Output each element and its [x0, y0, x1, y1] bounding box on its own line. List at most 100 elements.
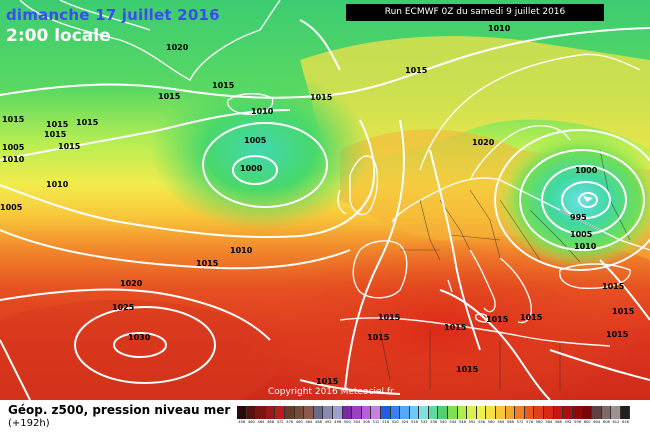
legend-tick-label: 524 — [401, 420, 409, 424]
legend-swatch — [467, 406, 477, 419]
svg-text:1015: 1015 — [456, 365, 479, 374]
legend-swatch — [448, 406, 458, 419]
svg-text:1015: 1015 — [58, 142, 81, 151]
legend-tick-label: 520 — [391, 420, 399, 424]
svg-text:1000: 1000 — [240, 164, 263, 173]
legend-swatch — [553, 406, 564, 419]
svg-text:1015: 1015 — [44, 130, 67, 139]
forecast-date: dimanche 17 juillet 2016 — [6, 6, 220, 24]
svg-text:1015: 1015 — [612, 307, 635, 316]
svg-text:1015: 1015 — [158, 92, 181, 101]
legend-swatch — [246, 406, 257, 419]
legend-tick-label: 592 — [564, 420, 572, 424]
svg-text:1020: 1020 — [166, 43, 189, 52]
legend-swatch — [342, 406, 353, 419]
legend-swatch — [476, 406, 487, 419]
svg-text:1015: 1015 — [606, 330, 629, 339]
legend-swatch — [582, 406, 592, 419]
legend-swatch — [371, 406, 381, 419]
svg-text:1015: 1015 — [405, 66, 428, 75]
legend-swatch — [390, 406, 401, 419]
svg-text:1015: 1015 — [46, 120, 69, 129]
legend-tick-label: 540 — [439, 420, 447, 424]
svg-text:1010: 1010 — [230, 246, 253, 255]
copyright-text: Copyright 2016 Meteociel.fr — [268, 387, 394, 397]
field-title: Géop. z500, pression niveau mer — [8, 403, 231, 417]
svg-text:1005: 1005 — [570, 230, 593, 239]
legend-tick-label: 468 — [267, 420, 274, 424]
legend-tick-label: 616 — [622, 420, 629, 424]
legend-tick-label: 500 — [343, 420, 351, 424]
svg-text:1000: 1000 — [575, 166, 598, 175]
legend-tick-label: 496 — [334, 420, 342, 424]
svg-text:1005: 1005 — [244, 136, 267, 145]
legend-tick-label: 492 — [324, 420, 332, 424]
legend-swatch — [284, 406, 295, 419]
svg-text:1015: 1015 — [486, 315, 509, 324]
legend-tick-label: 516 — [382, 420, 390, 424]
legend-swatch — [332, 406, 343, 419]
legend-tick-label: 528 — [411, 420, 418, 424]
legend-tick-label: 512 — [372, 420, 380, 424]
legend-swatch — [304, 406, 314, 419]
legend-swatch — [428, 406, 439, 419]
svg-text:1015: 1015 — [2, 115, 25, 124]
legend-swatch — [419, 406, 429, 419]
legend-swatch — [563, 406, 573, 419]
svg-text:1015: 1015 — [444, 323, 467, 332]
legend-swatch — [265, 406, 276, 419]
svg-text:1025: 1025 — [112, 303, 135, 312]
svg-text:1005: 1005 — [0, 203, 23, 212]
legend-tick-label: 552 — [468, 420, 476, 424]
legend-tick-label: 568 — [506, 420, 514, 424]
svg-text:1015: 1015 — [367, 333, 390, 342]
legend-swatch — [323, 406, 333, 419]
legend-tick-label: 588 — [554, 420, 562, 424]
legend-swatch — [601, 406, 612, 419]
legend-swatch — [237, 406, 247, 419]
legend-tick-label: 556 — [478, 420, 486, 424]
legend-tick-label: 456 — [238, 420, 246, 424]
legend-tick-label: 488 — [315, 420, 322, 424]
legend-tick-label: 536 — [430, 420, 438, 424]
svg-text:1015: 1015 — [76, 118, 99, 127]
legend-tick-label: 544 — [449, 420, 457, 424]
legend-swatch — [457, 406, 468, 419]
weather-map: 1010 1020 1015 1015 1015 1015 1015 1015 … — [0, 0, 650, 400]
legend-tick-label: 460 — [247, 420, 255, 424]
svg-text:1020: 1020 — [472, 138, 495, 147]
legend-swatch — [486, 406, 497, 419]
legend-swatch — [591, 406, 602, 419]
legend-tick-label: 532 — [420, 420, 428, 424]
legend-swatch — [572, 406, 583, 419]
svg-text:995: 995 — [570, 213, 587, 222]
legend-tick-label: 612 — [612, 420, 620, 424]
svg-text:1015: 1015 — [602, 282, 625, 291]
legend-swatch — [313, 406, 324, 419]
legend-swatch — [544, 406, 554, 419]
svg-text:1010: 1010 — [574, 242, 597, 251]
legend-tick-label: 580 — [535, 420, 543, 424]
svg-text:1015: 1015 — [212, 81, 235, 90]
legend-swatch — [438, 406, 449, 419]
svg-text:1015: 1015 — [378, 313, 401, 322]
legend-tick-label: 472 — [276, 420, 284, 424]
svg-text:1030: 1030 — [128, 333, 151, 342]
legend-tick-label: 476 — [286, 420, 294, 424]
legend-swatch — [496, 406, 506, 419]
legend-tick-label: 464 — [257, 420, 265, 424]
legend-swatch — [361, 406, 372, 419]
svg-text:1010: 1010 — [488, 24, 511, 33]
legend-swatch — [515, 406, 525, 419]
svg-text:1015: 1015 — [196, 259, 219, 268]
legend-tick-label: 584 — [545, 420, 553, 424]
legend-swatch — [256, 406, 266, 419]
legend-tick-label: 572 — [516, 420, 524, 424]
legend-swatch — [352, 406, 362, 419]
legend-tick-label: 576 — [526, 420, 534, 424]
svg-text:1020: 1020 — [120, 279, 143, 288]
legend-tick-label: 604 — [593, 420, 601, 424]
legend-tick-label: 504 — [353, 420, 361, 424]
legend-swatch — [275, 406, 285, 419]
legend-tick-label: 564 — [497, 420, 505, 424]
